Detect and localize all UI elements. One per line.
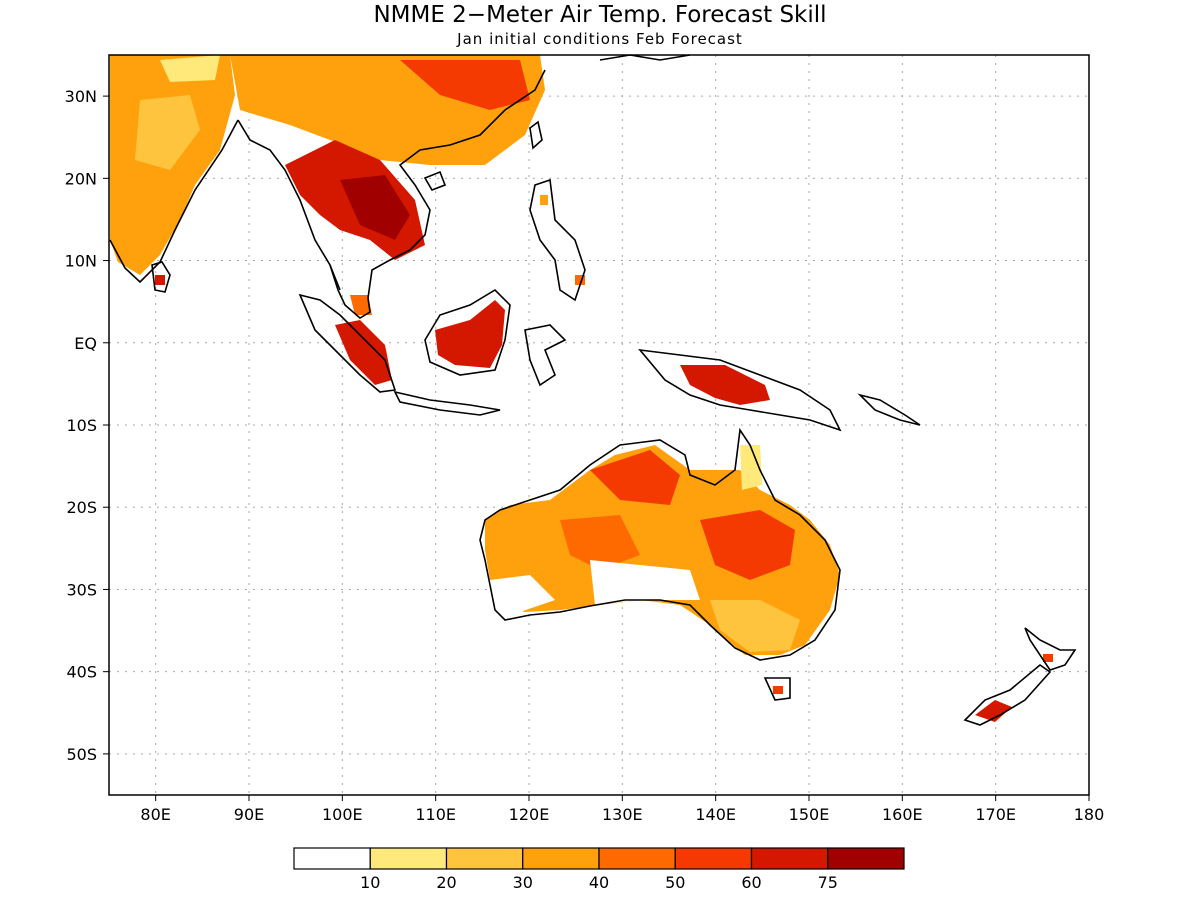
colorbar-label: 60 [741,873,761,892]
colorbar-label: 30 [513,873,533,892]
skill-region-australia-cape-low [740,445,762,490]
coast-india [109,119,239,284]
coast-bangladesh-burma [237,119,341,291]
colorbar-swatch [445,847,524,870]
skill-region-australia-se [710,600,800,652]
coast-sumatra [298,293,397,393]
skill-region-indochina-core [340,175,410,240]
colorbar: 10 20 30 40 50 60 75 [293,847,905,892]
colorbar-swatch [827,847,905,870]
coast-taiwan [529,120,543,150]
lat-tick-label: 20N [65,169,97,188]
skill-region-newguinea [680,365,770,405]
coast-japan [599,54,691,61]
coastlines [109,54,1077,726]
coast-srilanka [151,261,171,293]
lat-tick-label: 50S [66,745,97,764]
coast-solomons [857,393,921,426]
lon-tick-label: 110E [415,805,456,824]
skill-shading [110,55,1053,722]
lon-tick-label: 150E [789,805,830,824]
coast-nz-south [963,663,1052,726]
skill-region-nepal [160,55,220,82]
lat-tick-label: 20S [66,498,97,517]
lon-tick-label: 140E [695,805,736,824]
coast-philippines [529,178,586,302]
graticule [109,55,1090,795]
coast-hainan [423,170,447,191]
skill-region-australia-nullarbor-low [590,560,700,605]
lon-tick-label: 130E [602,805,643,824]
coast-nz-north [1024,627,1077,671]
lat-tick-label: 10N [65,252,97,271]
lon-tick-label: 100E [322,805,363,824]
skill-region-borneo [435,300,505,368]
colorbar-swatch [293,847,371,870]
coast-australia [479,427,841,661]
lon-tick-label: 80E [140,805,170,824]
map-subtitle: Jan initial conditions Feb Forecast [456,30,743,48]
lat-tick-label: EQ [74,334,97,353]
longitude-labels: 80E 90E 100E 110E 120E 130E 140E 150E 160E 170E 18… [140,795,1104,824]
lon-tick-label: 120E [509,805,550,824]
lat-tick-label: 40S [66,663,97,682]
coast-java [393,390,501,416]
latitude-labels: 30N 20N 10N EQ 10S 20S 30S 40S 50S [65,87,109,764]
colorbar-swatch [674,847,753,870]
lat-tick-label: 30S [66,580,97,599]
colorbar-swatch [750,847,829,870]
skill-region-australia-west-low [490,575,555,612]
coast-malay [329,264,371,319]
coast-sulawesi [524,324,567,387]
lon-tick-label: 180 [1074,805,1105,824]
coast-borneo [424,288,511,376]
skill-region-australia-high3 [560,515,640,570]
coast-tasmania [763,677,791,701]
skill-region-luzon [540,195,548,205]
colorbar-label: 20 [436,873,456,892]
colorbar-label: 40 [589,873,609,892]
lat-tick-label: 30N [65,87,97,106]
coast-indochina [367,69,546,299]
colorbar-label: 50 [665,873,685,892]
skill-region-tasmania [773,686,783,694]
coast-newguinea [638,348,842,432]
lon-tick-label: 160E [882,805,923,824]
skill-region-nz-south [975,700,1012,722]
skill-region-srilanka [155,275,165,285]
skill-region-china-high [400,60,530,110]
lon-tick-label: 170E [975,805,1016,824]
skill-region-india-low [135,95,200,170]
colorbar-label: 75 [818,873,838,892]
colorbar-label: 10 [360,873,380,892]
skill-region-philippines [575,275,585,285]
skill-region-sumatra [335,320,392,385]
colorbar-swatch [598,847,676,870]
lat-tick-label: 10S [66,416,97,435]
colorbar-swatch [522,847,600,870]
lon-tick-label: 90E [234,805,264,824]
skill-region-nz-north [1043,654,1053,662]
map-title: NMME 2−Meter Air Temp. Forecast Skill [373,2,826,28]
skill-region-australia-high [590,450,680,505]
colorbar-swatch [369,847,448,870]
skill-region-malay [350,295,372,315]
skill-region-australia-high2 [700,510,795,580]
